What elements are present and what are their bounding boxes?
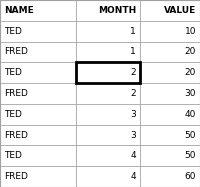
Bar	[0, 83, 76, 104]
Bar	[0, 166, 76, 187]
Text: TED: TED	[4, 110, 22, 119]
Text: TED: TED	[4, 68, 22, 77]
Text: 1: 1	[130, 27, 136, 36]
Text: FRED: FRED	[4, 172, 28, 181]
Bar	[140, 145, 200, 166]
Text: 4: 4	[130, 151, 136, 160]
Text: 2: 2	[130, 89, 136, 98]
Bar	[76, 62, 140, 83]
Bar	[76, 42, 140, 62]
Bar	[0, 104, 76, 125]
Bar	[0, 0, 76, 21]
Text: 3: 3	[130, 131, 136, 140]
Bar	[0, 62, 76, 83]
Text: TED: TED	[4, 151, 22, 160]
Bar	[76, 125, 140, 145]
Bar	[140, 104, 200, 125]
Bar	[140, 166, 200, 187]
Text: 3: 3	[130, 110, 136, 119]
Bar	[140, 125, 200, 145]
Bar	[0, 145, 76, 166]
Text: 50: 50	[184, 151, 196, 160]
Text: FRED: FRED	[4, 131, 28, 140]
Bar	[140, 62, 200, 83]
Text: 4: 4	[130, 172, 136, 181]
Text: 40: 40	[185, 110, 196, 119]
Bar	[76, 166, 140, 187]
Text: FRED: FRED	[4, 89, 28, 98]
Text: VALUE: VALUE	[164, 6, 196, 15]
Text: TED: TED	[4, 27, 22, 36]
Bar	[0, 125, 76, 145]
Bar	[0, 21, 76, 42]
Text: 50: 50	[184, 131, 196, 140]
Bar	[76, 0, 140, 21]
Bar	[0, 42, 76, 62]
Text: MONTH: MONTH	[98, 6, 136, 15]
Text: 30: 30	[184, 89, 196, 98]
Text: 60: 60	[184, 172, 196, 181]
Bar	[76, 104, 140, 125]
Text: FRED: FRED	[4, 47, 28, 56]
Text: 2: 2	[130, 68, 136, 77]
Bar	[76, 145, 140, 166]
Text: NAME: NAME	[4, 6, 34, 15]
Bar	[140, 42, 200, 62]
Text: 10: 10	[184, 27, 196, 36]
Text: 20: 20	[185, 47, 196, 56]
Bar	[76, 83, 140, 104]
Bar	[76, 62, 140, 83]
Bar	[140, 0, 200, 21]
Bar	[140, 83, 200, 104]
Bar	[140, 21, 200, 42]
Bar	[76, 21, 140, 42]
Text: 20: 20	[185, 68, 196, 77]
Text: 1: 1	[130, 47, 136, 56]
